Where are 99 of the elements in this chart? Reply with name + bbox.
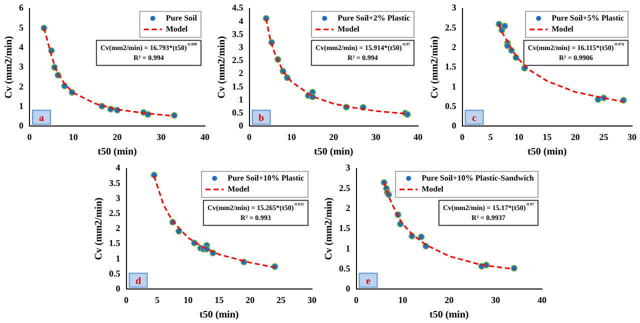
annotation: a — [39, 112, 44, 124]
y-tick-label: 4.5 — [232, 2, 244, 13]
y-tick-label: 0 — [346, 284, 351, 294]
x-tick-label: 20 — [444, 294, 454, 305]
x-tick-label: 10 — [514, 132, 524, 142]
y-tick-label: 6 — [19, 2, 24, 13]
x-tick-label: 40 — [200, 132, 210, 142]
point — [404, 111, 411, 118]
y-tick-label: 1 — [238, 94, 244, 104]
y-tick-label: 5 — [19, 22, 24, 32]
y-tick-label: 2 — [238, 68, 244, 78]
x-tick-label: 25 — [599, 132, 609, 142]
y-tick-label: 4 — [238, 16, 244, 26]
y-tick-label: 0.5 — [109, 268, 121, 278]
y-tick-label: 2.5 — [339, 182, 351, 193]
y-tick-label: 2 — [452, 42, 457, 52]
y-tick-label: 4 — [116, 162, 121, 173]
legend-label: Model — [166, 24, 188, 34]
x-axis-title: t50 (min) — [200, 310, 239, 321]
legend-label: Model — [228, 184, 250, 194]
y-tick-label: 2.5 — [232, 55, 244, 66]
x-tick-label: 5 — [154, 294, 160, 305]
y-tick-label: 1 — [19, 100, 24, 111]
x-axis-title: t50 (min) — [314, 146, 354, 158]
annotation: c — [472, 112, 478, 124]
legend-label: Pure Soil+10% Plastic-Sandwich — [422, 173, 535, 182]
y-axis-title: Cv (mm2/min) — [216, 36, 228, 99]
y-tick-label: 2 — [116, 223, 121, 234]
y-tick-label: 1.5 — [445, 62, 457, 72]
legend-label: Pure Soil+2% Plastic — [338, 13, 410, 22]
x-tick-label: 0 — [124, 294, 129, 305]
y-tick-label: 1.5 — [232, 81, 244, 92]
y-tick-label: 1 — [346, 243, 351, 254]
y-tick-label: 1.5 — [109, 238, 121, 248]
x-tick-label: 20 — [329, 132, 339, 142]
x-tick-label: 20 — [570, 132, 580, 142]
x-tick-label: 10 — [398, 294, 408, 305]
y-tick-label: 0 — [452, 120, 457, 131]
legend-label: Model — [338, 24, 360, 34]
x-tick-label: 30 — [371, 132, 381, 142]
annotation: e — [366, 276, 372, 287]
y-tick-label: 0.5 — [445, 100, 457, 111]
y-tick-label: 0.5 — [339, 263, 351, 274]
legend-label: Model — [422, 184, 444, 194]
point — [510, 264, 518, 272]
y-tick-label: 2.5 — [445, 22, 457, 32]
x-tick-label: 0 — [247, 132, 252, 142]
y-tick-label: 3 — [19, 62, 24, 72]
legend-label: Model — [552, 24, 574, 34]
y-tick-label: 3 — [238, 42, 244, 52]
x-tick-label: 30 — [491, 294, 501, 305]
y-tick-label: 2.5 — [109, 208, 121, 218]
y-tick-label: 0 — [19, 120, 24, 131]
x-tick-label: 20 — [246, 294, 256, 305]
y-tick-label: 0.5 — [232, 107, 244, 118]
x-tick-label: 30 — [156, 132, 166, 142]
y-tick-label: 2 — [19, 81, 24, 92]
x-tick-label: 10 — [184, 294, 194, 305]
y-axis-title: Cv (mm2/min) — [430, 36, 441, 99]
x-tick-label: 0 — [354, 294, 359, 305]
x-tick-label: 30 — [308, 294, 317, 305]
annotation: d — [135, 276, 142, 287]
x-tick-label: 0 — [460, 132, 465, 142]
x-axis-title: t50 (min) — [98, 146, 137, 158]
y-tick-label: 1 — [452, 81, 457, 92]
y-tick-label: 1 — [116, 253, 121, 264]
y-tick-label: 3 — [116, 192, 121, 203]
y-axis-title: Cv (mm2/min) — [324, 198, 335, 260]
legend-label: Pure Soil — [166, 13, 198, 22]
y-axis-title: Cv (mm2/min) — [4, 36, 15, 99]
y-tick-label: 3 — [452, 2, 457, 13]
x-axis-title: t50 (min) — [430, 310, 469, 321]
x-tick-label: 40 — [414, 132, 423, 142]
x-tick-label: 5 — [488, 132, 494, 142]
y-tick-label: 0 — [238, 120, 244, 131]
x-tick-label: 10 — [286, 132, 296, 142]
x-tick-label: 25 — [276, 294, 286, 305]
y-tick-label: 4 — [19, 42, 24, 52]
x-tick-label: 10 — [68, 132, 78, 142]
annotation: b — [258, 112, 264, 124]
x-tick-label: 20 — [112, 132, 122, 142]
legend-label: Pure Soil+10% Plastic — [228, 173, 304, 182]
x-tick-label: 30 — [628, 132, 637, 142]
y-tick-label: 0 — [116, 284, 121, 294]
y-tick-label: 2 — [346, 202, 351, 213]
point — [418, 233, 425, 240]
y-tick-label: 3.5 — [109, 178, 121, 188]
x-tick-label: 15 — [542, 132, 552, 142]
legend-label: Pure Soil+5% Plastic — [552, 13, 624, 22]
y-axis-title: Cv (mm2/min) — [94, 198, 105, 260]
y-tick-label: 3 — [346, 162, 351, 173]
x-axis-title: t50 (min) — [528, 146, 567, 158]
x-tick-label: 0 — [27, 132, 32, 142]
y-tick-label: 3.5 — [232, 28, 244, 39]
x-tick-label: 15 — [214, 294, 224, 305]
point — [501, 22, 508, 30]
x-tick-label: 40 — [538, 294, 547, 305]
y-tick-label: 1.5 — [339, 223, 351, 234]
point — [170, 112, 178, 119]
